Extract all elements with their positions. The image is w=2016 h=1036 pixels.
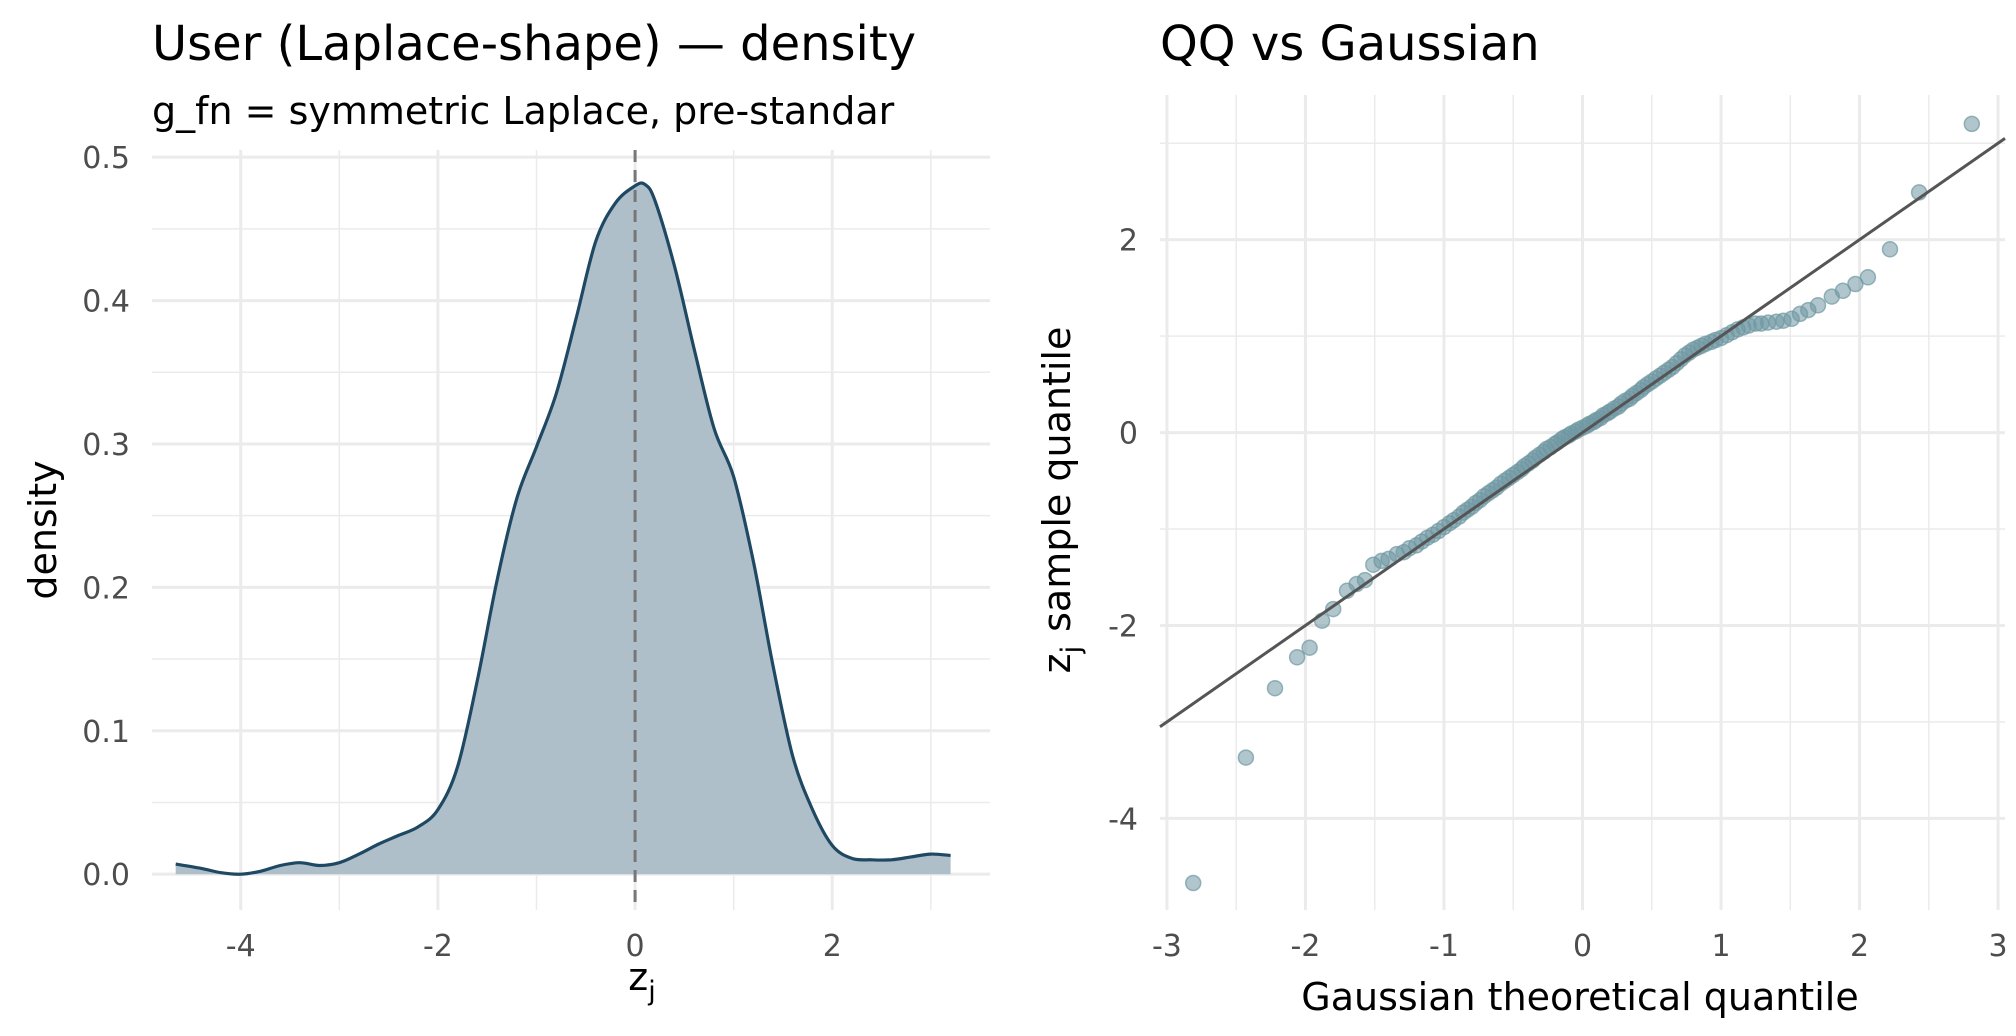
density-y-tick-label: 0.5 bbox=[82, 141, 130, 176]
density-subtitle: g_fn = symmetric Laplace, pre-standar bbox=[152, 89, 895, 133]
qq-x-tick-label: -3 bbox=[1152, 929, 1182, 964]
qq-y-tick-label: 0 bbox=[1119, 417, 1138, 452]
qq-x-ticks: -3 -2 -1 0 1 2 3 bbox=[1152, 929, 2008, 964]
qq-x-tick-label: -1 bbox=[1429, 929, 1459, 964]
density-y-tick-label: 0.2 bbox=[82, 571, 130, 606]
qq-x-tick-label: -2 bbox=[1290, 929, 1320, 964]
density-y-tick-label: 0.1 bbox=[82, 715, 130, 750]
qq-point bbox=[1301, 639, 1318, 656]
density-x-ticks: -4 -2 0 2 bbox=[226, 929, 842, 964]
qq-grid bbox=[1160, 95, 2005, 910]
density-x-tick-label: 2 bbox=[823, 929, 842, 964]
qq-y-tick-label: 2 bbox=[1119, 224, 1138, 259]
qq-point bbox=[1184, 874, 1202, 892]
density-curve bbox=[175, 181, 951, 876]
qq-y-tick-label: -2 bbox=[1108, 609, 1138, 644]
density-y-tick-label: 0.3 bbox=[82, 428, 130, 463]
density-x-axis-label-subscript: j bbox=[647, 976, 656, 1007]
density-title: User (Laplace-shape) — density bbox=[152, 16, 916, 72]
qq-point bbox=[1809, 297, 1827, 314]
qq-y-axis-label-subscript: j bbox=[1056, 646, 1087, 655]
qq-point bbox=[1237, 749, 1255, 766]
qq-reference-line bbox=[1159, 137, 2006, 728]
qq-point bbox=[1847, 275, 1864, 293]
density-area-fill bbox=[175, 182, 951, 875]
qq-marks bbox=[1159, 115, 2006, 892]
qq-title: QQ vs Gaussian bbox=[1160, 16, 1540, 72]
density-panel: User (Laplace-shape) — density g_fn = sy… bbox=[21, 16, 990, 1007]
qq-x-tick-label: 0 bbox=[1573, 929, 1592, 964]
density-y-tick-label: 0.4 bbox=[82, 285, 130, 320]
qq-point bbox=[1266, 679, 1284, 697]
qq-y-axis-label: zj sample quantile bbox=[1035, 327, 1087, 674]
qq-x-tick-label: 2 bbox=[1850, 929, 1869, 964]
qq-x-axis-label: Gaussian theoretical quantile bbox=[1301, 975, 1858, 1019]
qq-y-tick-label: -4 bbox=[1108, 802, 1138, 837]
density-x-axis-label: zj bbox=[628, 955, 655, 1007]
qq-point bbox=[1859, 269, 1877, 286]
qq-x-tick-label: 3 bbox=[1989, 929, 2008, 964]
qq-y-ticks: -4 -2 0 2 bbox=[1108, 224, 1138, 838]
qq-x-tick-label: 1 bbox=[1711, 929, 1730, 964]
qq-y-axis-label-prefix: z bbox=[1035, 653, 1079, 673]
qq-point bbox=[1881, 241, 1899, 258]
qq-point bbox=[1834, 282, 1852, 300]
qq-panel: QQ vs Gaussian -4 -2 0 2 -3 -2 -1 0 1 2 3 Gaussia… bbox=[1035, 16, 2008, 1019]
density-y-ticks: 0.0 0.1 0.2 0.3 0.4 0.5 bbox=[82, 141, 130, 893]
density-marks bbox=[175, 150, 951, 910]
qq-y-axis-label-main: sample quantile bbox=[1035, 327, 1079, 632]
qq-point bbox=[1963, 115, 1981, 133]
density-y-tick-label: 0.0 bbox=[82, 858, 130, 893]
density-x-tick-label: -2 bbox=[423, 929, 453, 964]
density-x-axis-label-main: z bbox=[628, 955, 648, 999]
density-x-tick-label: 0 bbox=[626, 929, 645, 964]
density-y-axis-label: density bbox=[21, 460, 65, 599]
qq-point bbox=[1288, 649, 1306, 666]
density-x-tick-label: -4 bbox=[226, 929, 256, 964]
